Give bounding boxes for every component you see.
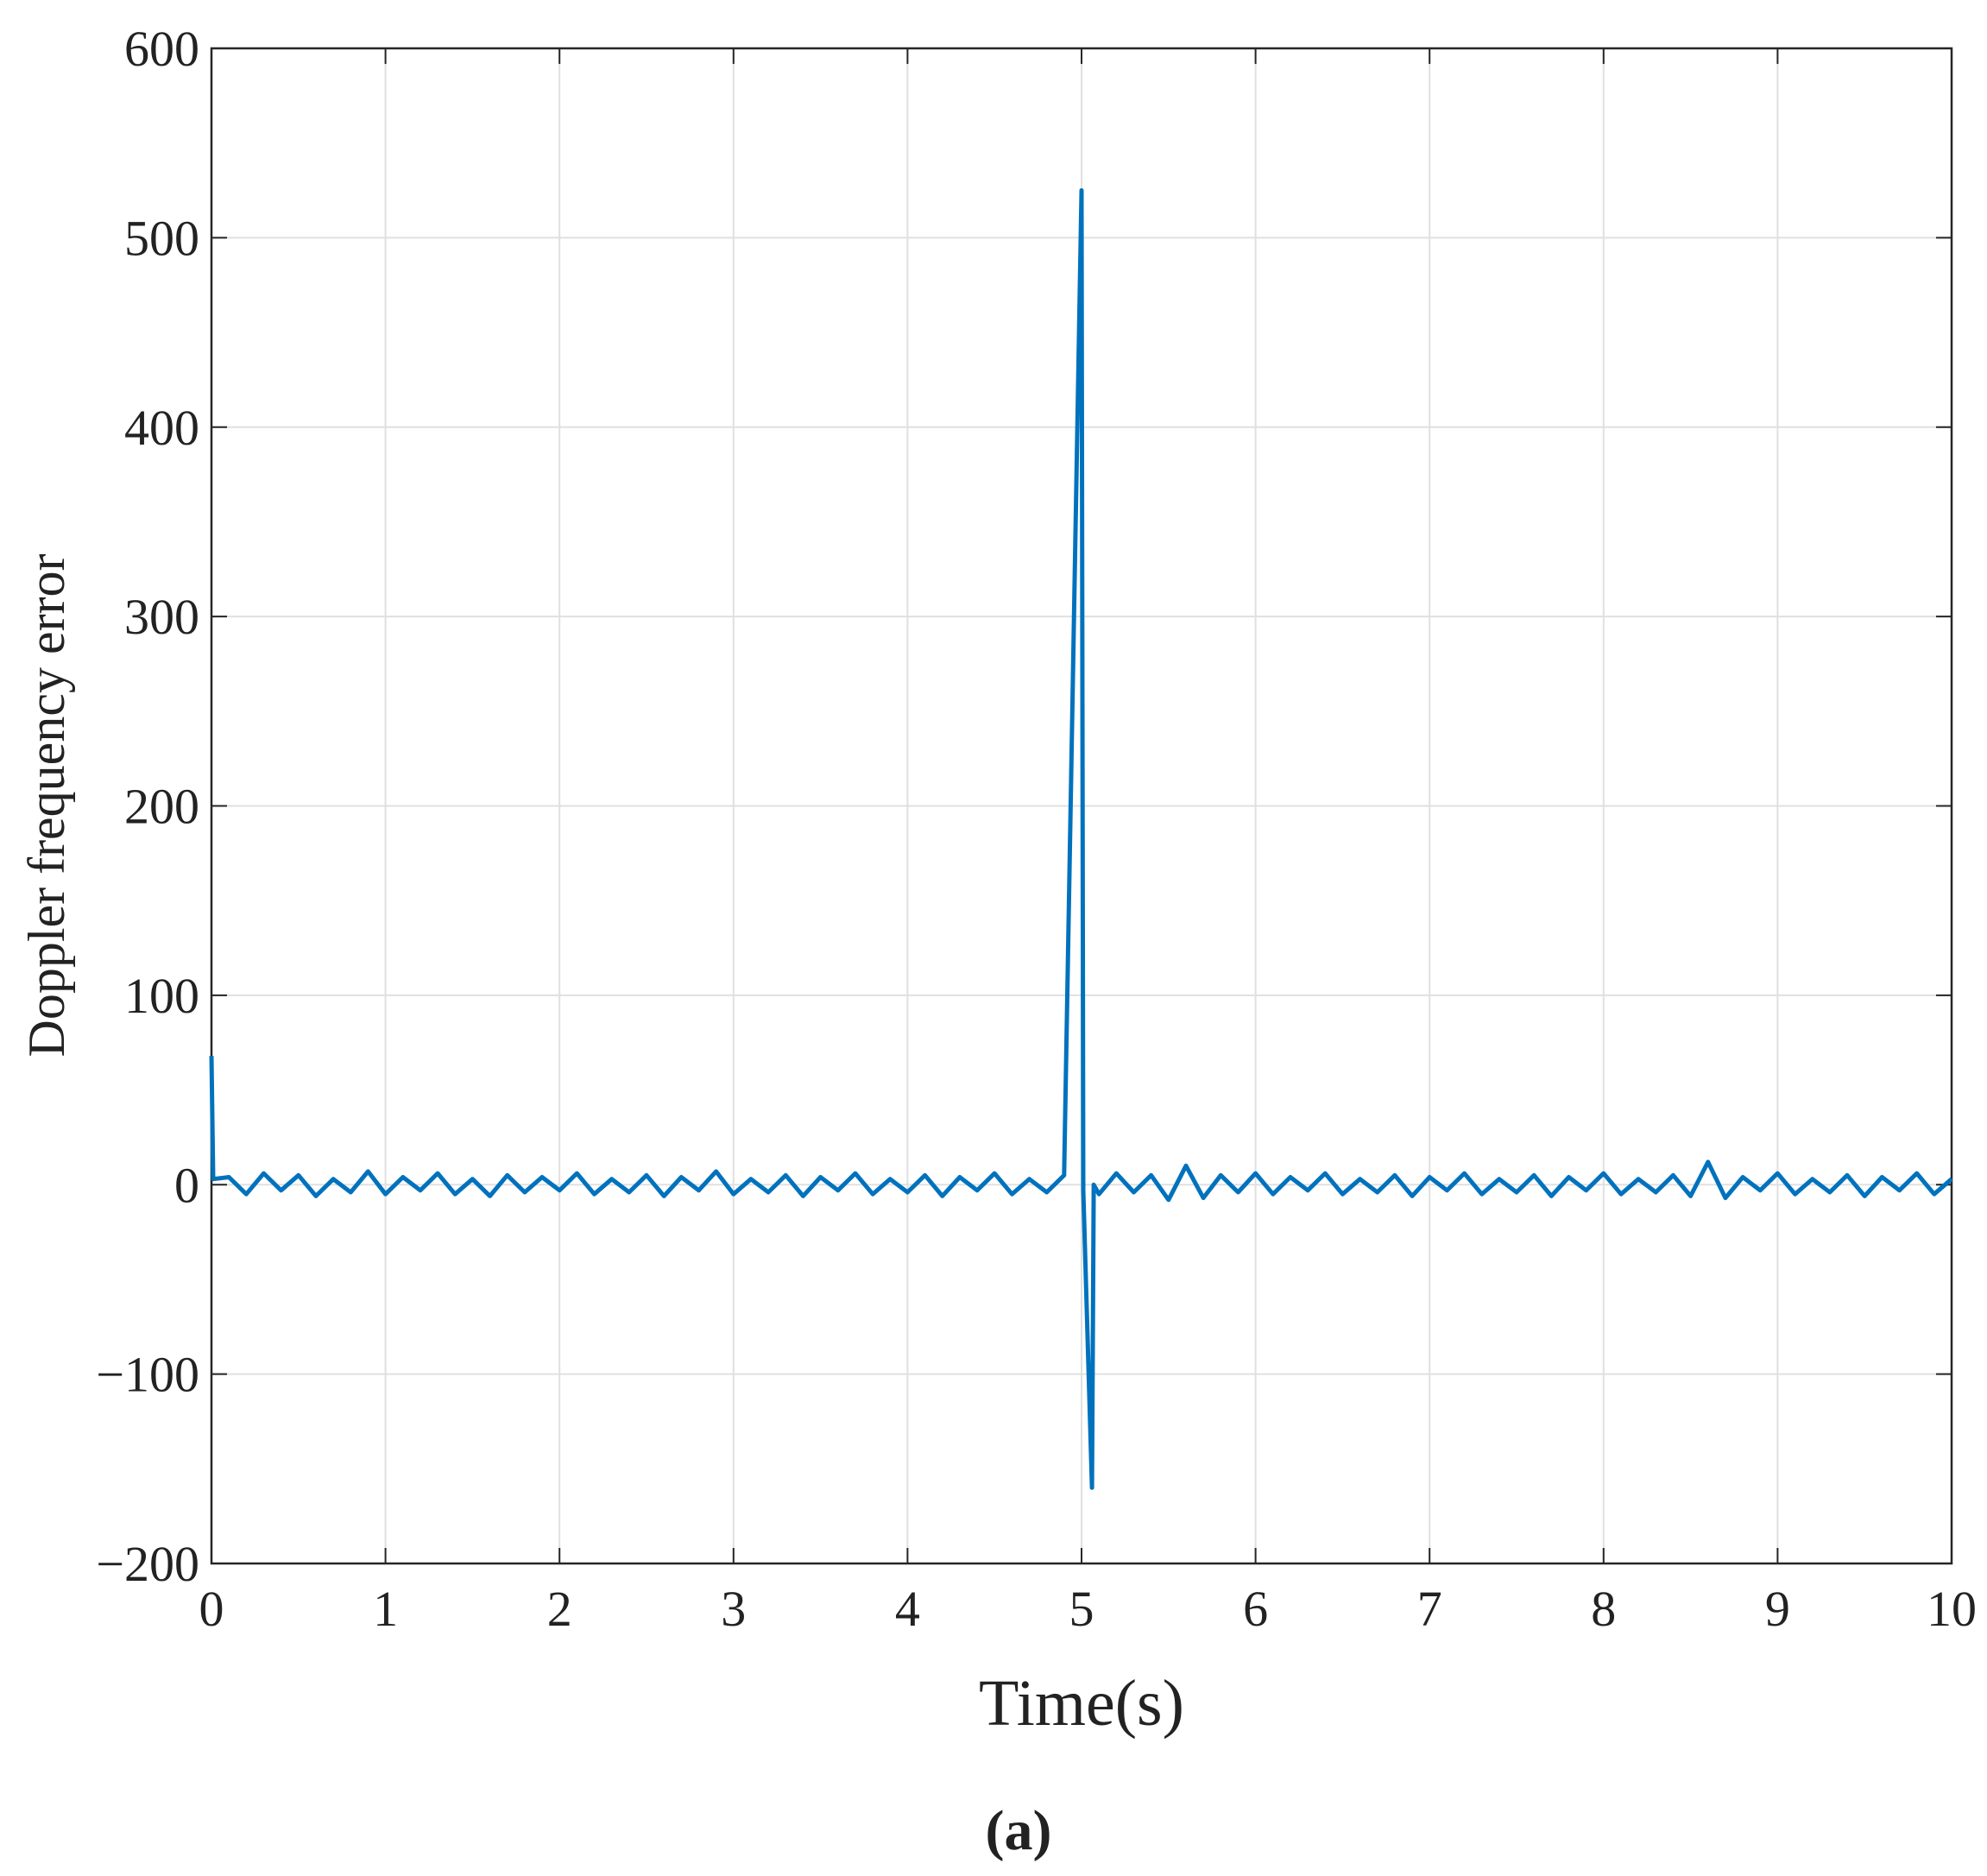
y-tick-label: 200	[124, 779, 199, 835]
y-tick-label: 600	[124, 21, 199, 77]
x-tick-label: 9	[1765, 1581, 1790, 1637]
caption: (a)	[986, 1799, 1052, 1862]
y-tick-label: 100	[124, 968, 199, 1024]
x-tick-label: 0	[199, 1581, 224, 1637]
x-tick-label: 7	[1417, 1581, 1442, 1637]
x-tick-label: 8	[1591, 1581, 1616, 1637]
x-tick-label: 6	[1243, 1581, 1268, 1637]
y-tick-label: 400	[124, 400, 199, 456]
y-axis-label: Doppler frequency error	[18, 553, 75, 1057]
x-tick-label: 3	[721, 1581, 746, 1637]
x-tick-label: 4	[895, 1581, 920, 1637]
data-line	[209, 188, 1953, 1490]
y-tick-label: 500	[124, 210, 199, 266]
y-tick-label: 0	[174, 1157, 199, 1213]
x-tick-label: 10	[1927, 1581, 1977, 1637]
x-axis-label: Time(s)	[979, 1667, 1184, 1740]
x-tick-label: 2	[547, 1581, 572, 1637]
x-tick-label: 5	[1069, 1581, 1094, 1637]
y-tick-label: −200	[96, 1536, 199, 1592]
y-tick-label: −100	[96, 1347, 199, 1403]
x-tick-label: 1	[373, 1581, 398, 1637]
y-tick-label: 300	[124, 589, 199, 645]
axes-frame	[210, 47, 1953, 1565]
